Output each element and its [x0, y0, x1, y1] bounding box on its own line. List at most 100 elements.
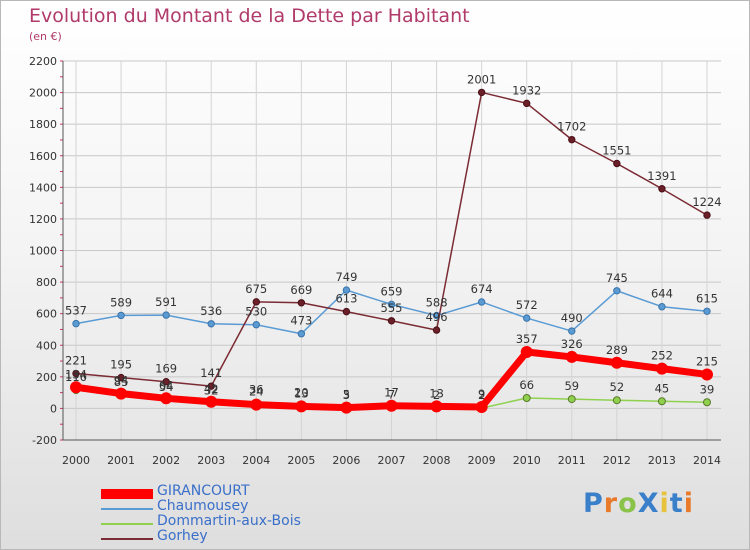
data-point: [72, 319, 80, 328]
data-point: [655, 362, 668, 375]
data-point: [567, 395, 576, 404]
data-point: [340, 401, 353, 414]
x-tick-label: 2012: [603, 454, 631, 467]
y-tick-label: 200: [36, 371, 57, 384]
chart-subtitle: (en €): [29, 30, 62, 43]
data-label: 215: [696, 354, 718, 368]
y-tick-label: -200: [32, 434, 57, 447]
data-label: 42: [204, 382, 219, 396]
data-label: 326: [561, 337, 583, 351]
data-label: 1702: [557, 120, 586, 134]
logo-letter: i: [659, 488, 670, 519]
data-label: 32: [204, 383, 219, 397]
data-label: 85: [114, 375, 129, 389]
data-point: [520, 346, 533, 359]
data-point: [297, 330, 306, 338]
x-tick-label: 2013: [648, 454, 676, 467]
data-point: [252, 298, 260, 306]
x-tick-label: 2003: [197, 454, 225, 467]
data-label: 536: [200, 304, 222, 318]
x-tick-label: 2001: [107, 454, 135, 467]
data-label: 1932: [512, 83, 541, 97]
y-tick-label: 1800: [29, 118, 57, 131]
data-label: 141: [200, 366, 222, 380]
logo-letter: t: [669, 488, 684, 519]
y-tick-label: 600: [36, 308, 57, 321]
data-point: [72, 369, 80, 378]
data-label: 39: [700, 382, 715, 396]
x-tick-label: 2007: [378, 454, 406, 467]
legend-label: Dommartin-aux-Bois: [157, 513, 301, 529]
data-point: [703, 398, 711, 407]
data-point: [205, 395, 218, 408]
data-label: 66: [519, 378, 534, 392]
data-label: 675: [245, 282, 267, 296]
data-label: 615: [696, 291, 718, 305]
data-label: 52: [610, 380, 625, 394]
data-point: [207, 382, 215, 390]
data-point: [432, 326, 441, 334]
data-label: 1224: [692, 195, 721, 209]
data-point: [162, 311, 170, 319]
data-point: [385, 399, 398, 412]
x-tick-label: 2006: [332, 454, 360, 467]
data-label: 13: [294, 386, 309, 400]
data-point: [568, 135, 576, 144]
data-label: 613: [335, 292, 357, 306]
data-label: 537: [65, 304, 87, 318]
y-tick-label: 1000: [29, 245, 57, 258]
y-tick-label: 2200: [29, 55, 57, 68]
legend-label: GIRANCOURT: [157, 483, 250, 499]
x-tick-label: 2014: [693, 454, 721, 467]
data-label: 674: [471, 282, 493, 296]
data-point: [342, 307, 351, 316]
data-label: 2: [478, 388, 485, 402]
data-label: 2001: [467, 72, 496, 86]
y-tick-label: 1400: [29, 181, 57, 194]
legend-swatch: [101, 523, 153, 525]
data-label: 669: [290, 283, 312, 297]
data-point: [522, 393, 531, 402]
data-point: [565, 350, 578, 363]
data-point: [162, 378, 170, 386]
data-point: [297, 299, 306, 307]
logo-letter: o: [618, 488, 638, 519]
data-point: [475, 400, 488, 413]
data-label: 357: [516, 332, 538, 346]
x-tick-label: 2000: [62, 454, 90, 467]
data-point: [657, 397, 666, 406]
data-label: 45: [655, 381, 670, 395]
legend-label: Gorhey: [157, 528, 208, 544]
data-label: 572: [516, 298, 538, 312]
proxiti-logo: ProXiti: [583, 488, 694, 519]
logo-letter: P: [583, 488, 604, 519]
x-tick-label: 2002: [152, 454, 180, 467]
data-point: [613, 287, 621, 295]
data-label: 749: [335, 270, 357, 284]
data-label: 490: [561, 311, 583, 325]
data-label: 2: [433, 388, 440, 402]
data-point: [613, 159, 621, 168]
legend-label: Chaumousey: [157, 498, 249, 514]
data-point: [160, 392, 173, 405]
data-point: [477, 298, 486, 306]
y-tick-label: 1200: [29, 213, 57, 226]
data-label: 252: [651, 349, 673, 363]
data-point: [610, 356, 623, 369]
data-label: 169: [155, 362, 177, 376]
data-point: [295, 400, 308, 413]
data-label: 591: [155, 295, 177, 309]
data-point: [703, 211, 711, 219]
x-tick-label: 2008: [423, 454, 451, 467]
data-point: [70, 381, 82, 394]
y-tick-label: 400: [36, 339, 57, 352]
logo-letter: r: [603, 488, 619, 519]
y-tick-label: 1600: [29, 150, 57, 163]
data-point: [342, 286, 351, 294]
data-point: [387, 300, 396, 309]
legend-swatch: [101, 489, 153, 499]
logo-letter: i: [683, 488, 694, 519]
x-tick-label: 2009: [468, 454, 496, 467]
